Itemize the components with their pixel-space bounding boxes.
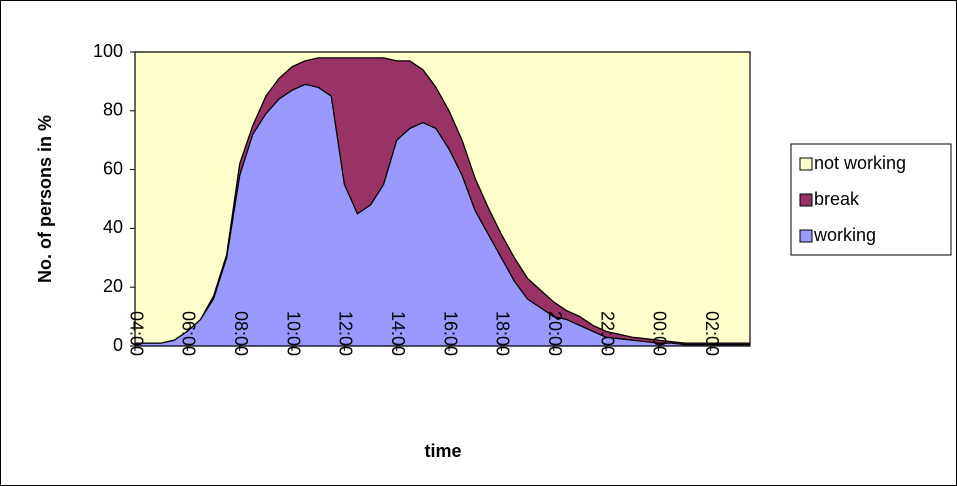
y-tick-label: 0: [113, 335, 123, 355]
y-axis-title: No. of persons in %: [35, 115, 55, 283]
x-tick-label: 10:00: [283, 311, 303, 356]
legend-label: break: [814, 189, 860, 209]
y-tick-label: 60: [103, 158, 123, 178]
y-tick-label: 80: [103, 100, 123, 120]
x-tick-label: 02:00: [702, 311, 722, 356]
x-tick-label: 06:00: [179, 311, 199, 356]
legend-swatch: [799, 229, 813, 243]
y-tick-label: 40: [103, 217, 123, 237]
x-tick-label: 20:00: [545, 311, 565, 356]
x-tick-label: 22:00: [597, 311, 617, 356]
legend-label: working: [813, 225, 876, 245]
x-tick-label: 18:00: [493, 311, 513, 356]
legend-swatch: [799, 193, 813, 207]
x-tick-label: 08:00: [231, 311, 251, 356]
x-tick-label: 00:00: [650, 311, 670, 356]
legend-label: not working: [814, 153, 906, 173]
x-tick-label: 16:00: [440, 311, 460, 356]
y-tick-label: 20: [103, 276, 123, 296]
x-axis-title: time: [424, 441, 461, 461]
x-tick-label: 12:00: [336, 311, 356, 356]
y-tick-label: 100: [93, 41, 123, 61]
legend-box: [790, 143, 952, 256]
x-tick-label: 04:00: [126, 311, 146, 356]
legend-swatch: [799, 157, 813, 171]
x-tick-label: 14:00: [388, 311, 408, 356]
